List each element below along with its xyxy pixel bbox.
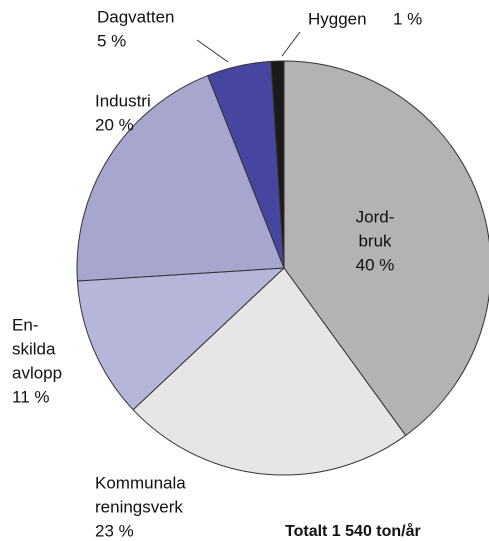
value-label: 1 % [393,9,422,28]
value-label: 5 % [97,31,126,50]
leader-line [281,31,301,57]
value-label: 23 % [95,521,134,540]
value-label: 40 % [356,255,395,274]
leader-line [196,39,229,63]
pie-slice [132,267,407,476]
pie-slice [76,74,285,282]
slice-label: reningsverk [95,497,183,516]
pie-slice [270,60,285,269]
slice-label: bruk [358,231,392,250]
slice-label: Hyggen [308,9,367,28]
slice-label: Industri [95,91,151,110]
slice-label: Jord- [356,207,395,226]
slice-label: skilda [12,339,56,358]
slice-label: Kommunala [95,473,186,492]
slice-label: avlopp [12,363,62,382]
pie-slice [76,267,286,411]
slice-label: Dagvatten [97,7,175,26]
value-label: 20 % [95,115,134,134]
pie-slice [283,60,489,437]
slice-label: En- [12,315,38,334]
value-label: 11 % [12,387,50,406]
total-note: Totalt 1 540 ton/år [285,522,421,540]
